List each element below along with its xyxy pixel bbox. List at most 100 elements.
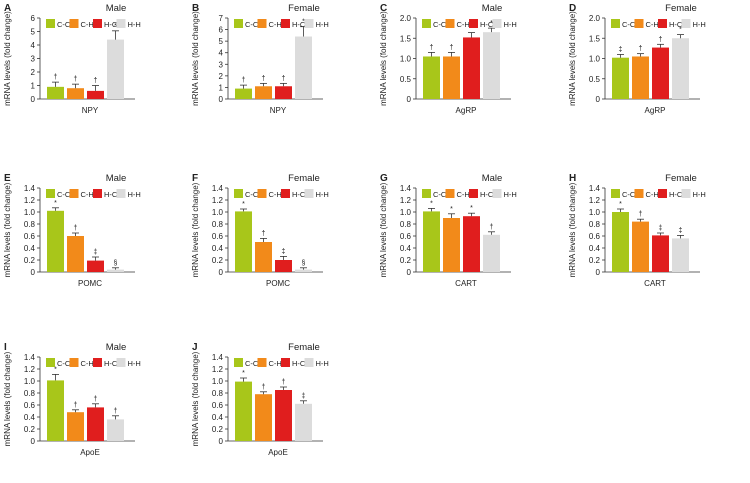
legend-label: C-H <box>269 190 282 199</box>
y-tick-label: 0.2 <box>400 256 412 265</box>
bar-h-c <box>87 407 104 441</box>
bar-c-h <box>255 242 272 272</box>
legend-swatch-h-c <box>658 19 667 28</box>
y-tick-label: 0 <box>407 95 412 104</box>
x-axis-label: ApoE <box>268 448 288 457</box>
y-axis-label: mRNA levels (fold change) <box>3 182 12 277</box>
bar-h-c <box>463 37 480 99</box>
significance-mark: * <box>242 201 245 208</box>
y-tick-label: 0.4 <box>589 244 601 253</box>
panel-title: Male <box>106 173 127 184</box>
y-tick-label: 1.2 <box>400 196 412 205</box>
legend-label: H-C <box>480 190 494 199</box>
bar-h-h <box>672 38 689 99</box>
y-tick-label: 0.4 <box>212 244 224 253</box>
y-tick-label: 1.2 <box>24 365 36 374</box>
y-tick-label: 0.6 <box>212 401 224 410</box>
y-tick-label: 0.2 <box>212 256 224 265</box>
y-tick-label: 1.2 <box>24 196 36 205</box>
y-tick-label: 0 <box>31 437 36 446</box>
legend-label: H-H <box>316 359 329 368</box>
significance-mark: ‡ <box>619 46 623 53</box>
legend-swatch-c-h <box>634 189 644 198</box>
significance-mark: † <box>262 384 266 391</box>
y-tick-label: 1.0 <box>589 55 601 64</box>
bar-c-h <box>67 88 84 99</box>
legend-label: C-C <box>245 359 259 368</box>
x-axis-label: NPY <box>82 106 99 115</box>
bar-c-c <box>47 210 64 272</box>
panel-title: Female <box>288 3 320 14</box>
legend-label: C-C <box>245 20 259 29</box>
y-tick-label: 0 <box>219 95 224 104</box>
legend-label: C-C <box>57 359 71 368</box>
significance-mark: † <box>114 408 118 415</box>
y-tick-label: 0 <box>407 268 412 277</box>
bar-c-c <box>47 380 64 441</box>
panel-title: Male <box>482 3 503 14</box>
legend-swatch-h-h <box>304 189 314 198</box>
panel-title: Male <box>106 3 127 14</box>
legend-swatch-h-h <box>681 19 691 28</box>
legend-label: H-C <box>480 20 494 29</box>
legend-swatch-h-h <box>304 358 314 367</box>
significance-mark: ‡ <box>282 248 286 255</box>
significance-mark: † <box>94 78 98 85</box>
x-axis-label: CART <box>455 279 477 288</box>
y-tick-label: 0.8 <box>589 220 601 229</box>
y-tick-label: 0 <box>596 95 601 104</box>
legend-label: H-H <box>128 190 141 199</box>
y-tick-label: 0.2 <box>24 425 36 434</box>
bar-h-h <box>483 234 500 272</box>
legend-swatch-c-c <box>234 19 243 28</box>
legend-label: C-H <box>457 20 470 29</box>
y-axis-label: mRNA levels (fold change) <box>379 11 388 106</box>
legend-swatch-h-h <box>304 19 314 28</box>
significance-mark: † <box>242 77 246 84</box>
y-axis-label: mRNA levels (fold change) <box>191 351 200 446</box>
significance-mark: * <box>679 27 682 34</box>
y-tick-label: 4 <box>219 49 224 58</box>
bar-h-h <box>672 238 689 272</box>
panel-letter: C <box>380 3 387 14</box>
y-tick-label: 1.2 <box>212 365 224 374</box>
y-axis-label: mRNA levels (fold change) <box>191 11 200 106</box>
significance-mark: † <box>262 230 266 237</box>
panel-letter: D <box>569 3 576 14</box>
legend-f: C-C C-H H-C H-H <box>234 189 329 199</box>
legend-swatch-h-c <box>281 189 290 198</box>
x-axis-label: POMC <box>266 279 290 288</box>
y-tick-label: 0.8 <box>212 220 224 229</box>
legend-label: H-H <box>128 20 141 29</box>
legend-d: C-C C-H H-C H-H <box>611 19 706 29</box>
bar-h-c <box>275 86 292 99</box>
legend-swatch-h-c <box>93 19 102 28</box>
bar-h-c <box>463 216 480 272</box>
y-tick-label: 1 <box>219 83 224 92</box>
legend-swatch-c-c <box>46 19 55 28</box>
significance-mark: † <box>659 36 663 43</box>
y-axis-label: mRNA levels (fold change) <box>568 11 577 106</box>
bar-h-c <box>275 390 292 441</box>
y-tick-label: 1.4 <box>212 353 224 362</box>
y-tick-label: 1 <box>31 82 36 91</box>
bar-c-c <box>612 212 629 272</box>
legend-label: H-H <box>316 20 329 29</box>
y-axis-label: mRNA levels (fold change) <box>3 11 12 106</box>
y-tick-label: 4 <box>31 41 36 50</box>
legend-swatch-c-c <box>611 189 620 198</box>
legend-label: H-H <box>693 20 706 29</box>
y-tick-label: 0.2 <box>589 256 601 265</box>
panel-title: Male <box>106 342 127 353</box>
bar-h-h <box>107 419 124 441</box>
legend-label: C-C <box>57 190 71 199</box>
legend-swatch-c-c <box>46 189 55 198</box>
bar-c-c <box>235 211 252 272</box>
significance-mark: † <box>639 211 643 218</box>
y-tick-label: 2.0 <box>589 14 601 23</box>
panel-c: C Male mRNA levels (fold change) 0 0.5 1.0 1.5… <box>379 3 511 115</box>
x-axis-label: NPY <box>270 106 287 115</box>
y-tick-label: 0.8 <box>212 389 224 398</box>
bar-c-c <box>423 211 440 272</box>
panel-f: F Female mRNA levels (fold change) 0 0.2 0.4 0… <box>191 173 323 288</box>
